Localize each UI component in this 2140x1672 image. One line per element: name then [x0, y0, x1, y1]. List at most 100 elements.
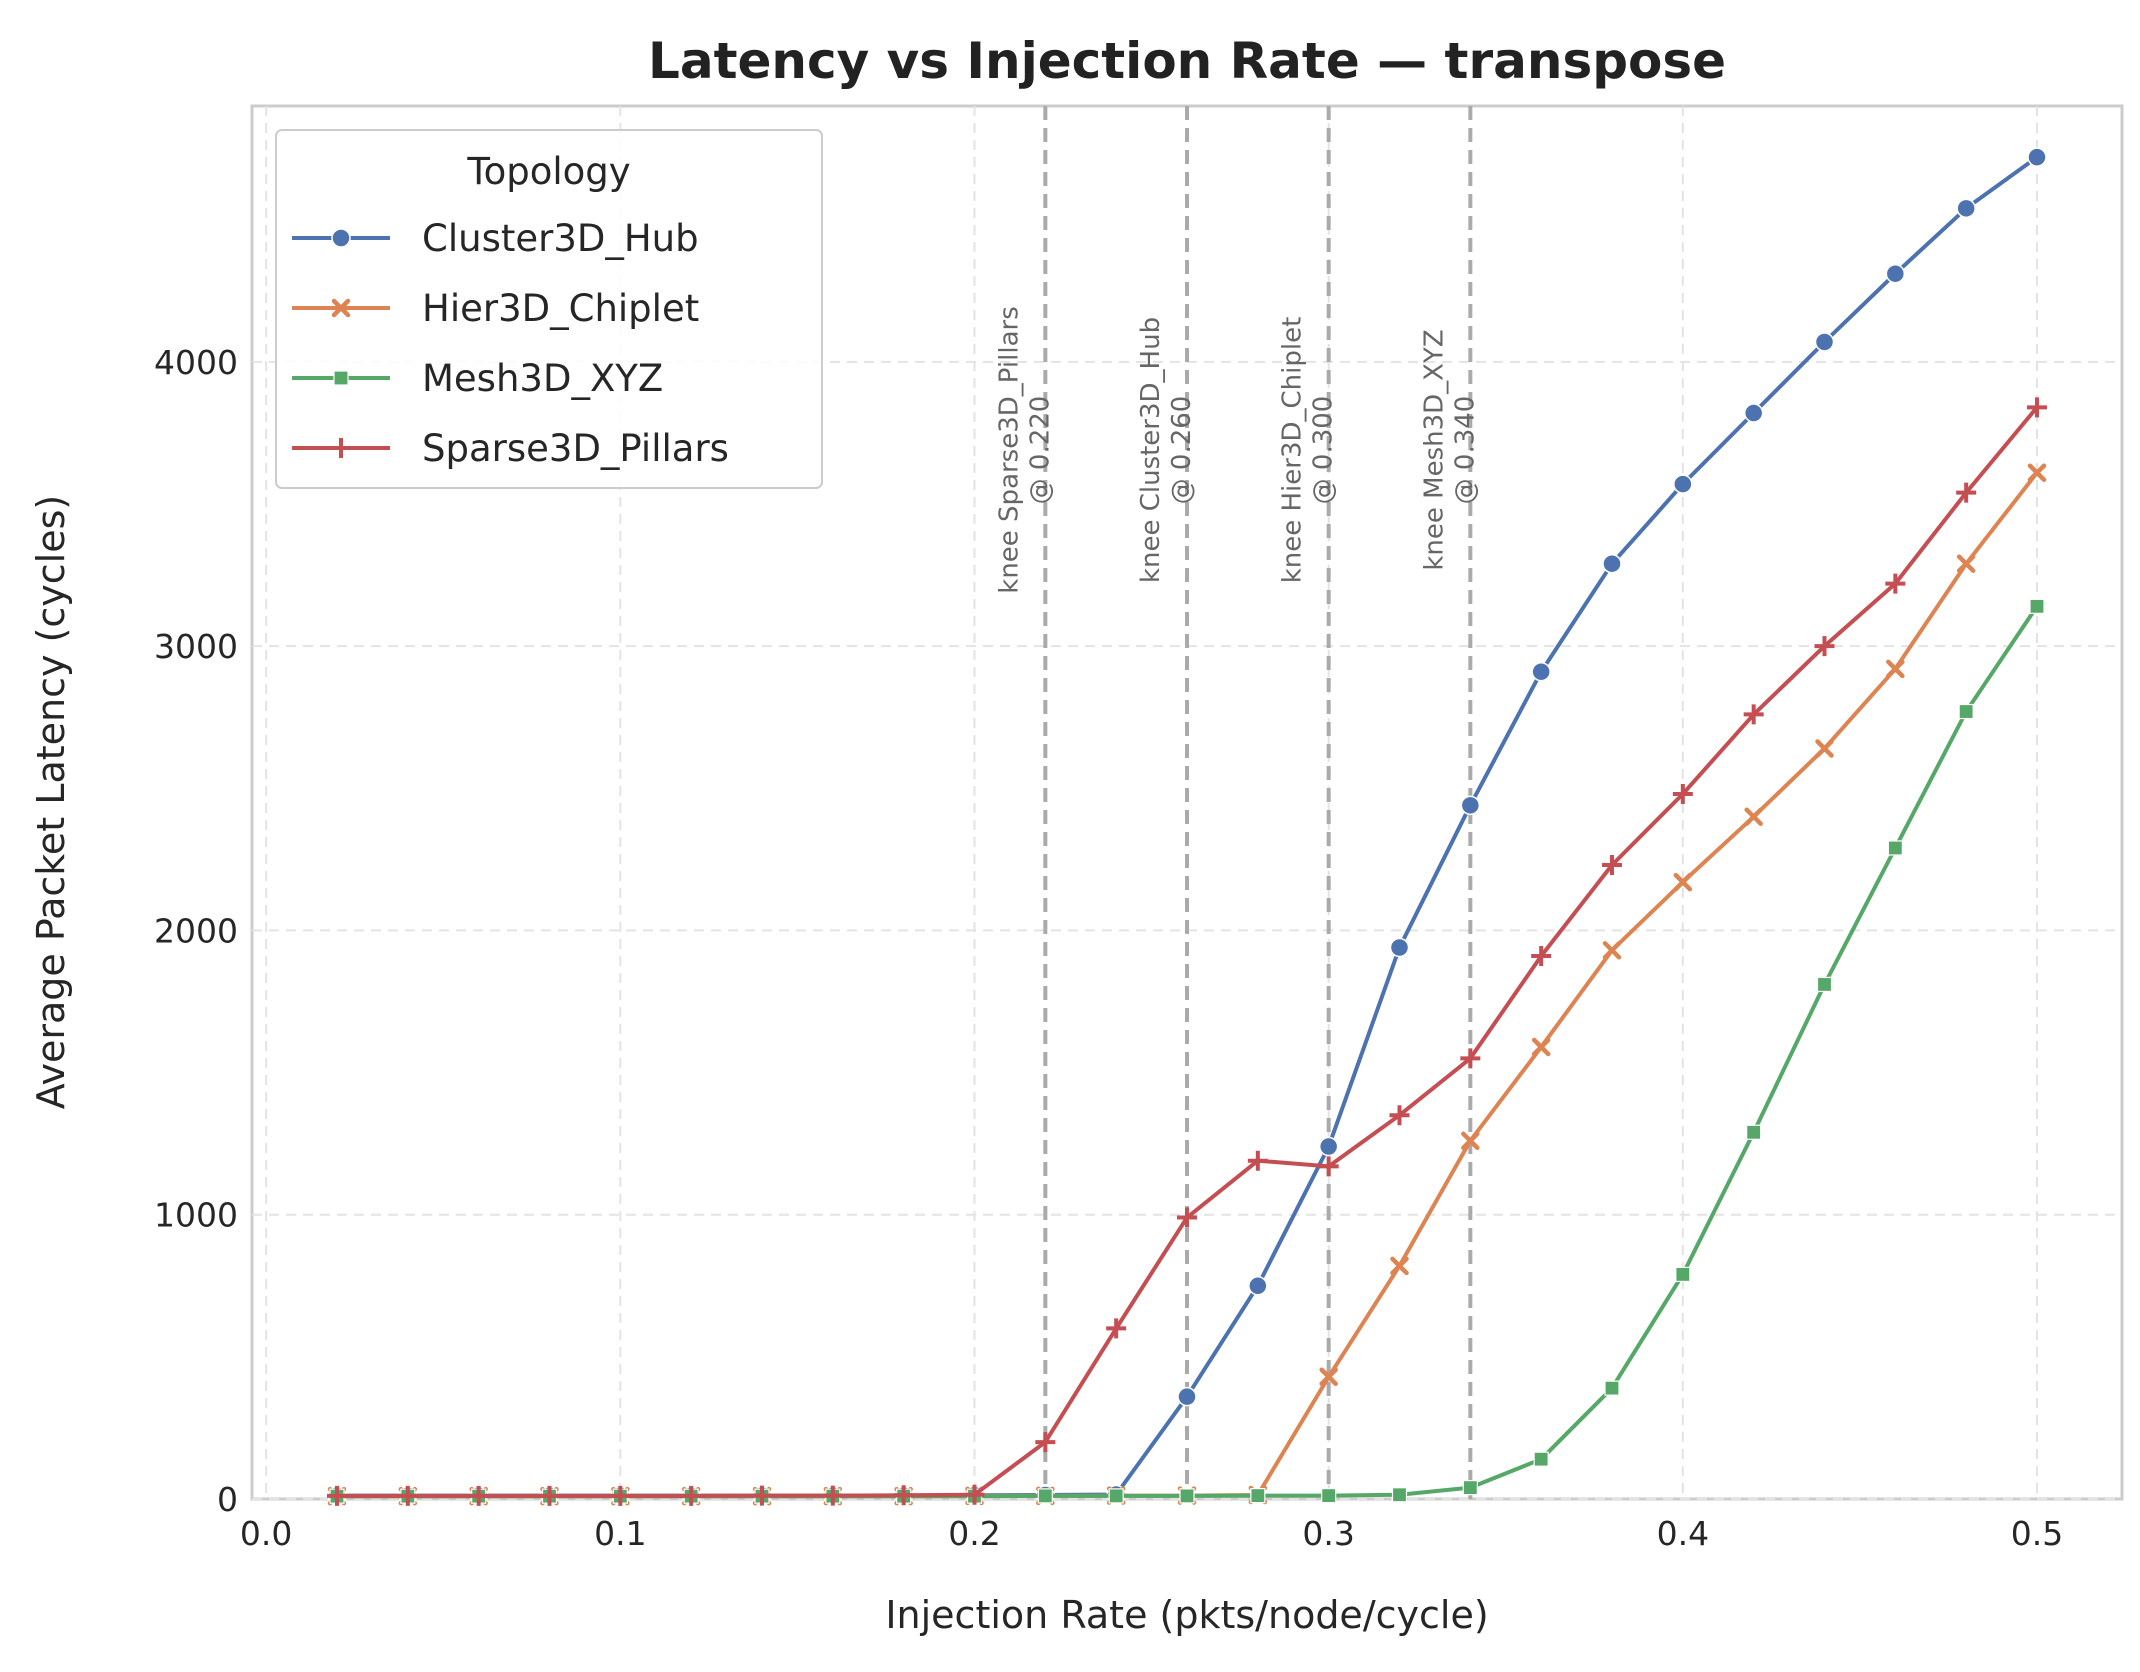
x-tick-label: 0.5 — [2011, 1514, 2063, 1553]
legend-label: Hier3D_Chiplet — [422, 287, 699, 330]
data-point — [1106, 1318, 1127, 1339]
data-point — [1602, 553, 1622, 574]
series-Sparse3D_Pillars — [327, 397, 2047, 1506]
data-point — [1179, 1488, 1195, 1504]
data-point — [397, 1485, 418, 1506]
x-tick-label: 0.3 — [1302, 1514, 1354, 1553]
data-point — [1177, 1386, 1197, 1407]
legend-swatch-marker — [333, 370, 349, 386]
data-point — [327, 1485, 347, 1506]
data-point — [2027, 397, 2047, 418]
data-point — [1390, 1256, 1409, 1276]
x-tick-label: 0.2 — [948, 1514, 1000, 1553]
data-point — [822, 1485, 843, 1506]
legend-label: Cluster3D_Hub — [422, 217, 699, 260]
legend-swatch-marker — [331, 298, 351, 318]
data-point — [1746, 1124, 1762, 1140]
data-point — [1956, 554, 1976, 573]
knee-annotation-line1: knee Hier3D_Chiplet — [1278, 317, 1308, 584]
data-point — [1602, 941, 1622, 960]
knee-annotation-line1: knee Mesh3D_XYZ — [1419, 329, 1449, 570]
legend-entries: Cluster3D_Hub Hier3D_Chiplet Mesh3D_XYZ Spa… — [292, 217, 729, 470]
data-point — [1743, 403, 1764, 423]
y-tick-label: 3000 — [154, 627, 238, 666]
data-point — [1531, 946, 1552, 967]
data-point — [1531, 1037, 1551, 1057]
chart-title: Latency vs Injection Rate — transpose — [648, 32, 1726, 90]
data-point — [1887, 840, 1903, 856]
data-point — [1885, 263, 1906, 284]
y-tick-label: 2000 — [154, 911, 238, 950]
x-axis-label: Injection Rate (pkts/node/cycle) — [885, 1593, 1488, 1637]
knee-annotation-line1: knee Cluster3D_Hub — [1136, 317, 1166, 583]
data-point — [1177, 1207, 1197, 1228]
data-point — [1389, 937, 1410, 958]
knee-annotation: knee Hier3D_Chiplet @ 0.300 — [1278, 317, 1339, 584]
data-point — [1602, 855, 1622, 876]
data-point — [2029, 598, 2045, 614]
data-point — [1037, 1488, 1053, 1504]
data-point — [2027, 463, 2047, 482]
data-point — [1814, 636, 1835, 657]
data-point — [1886, 659, 1905, 679]
data-point — [1321, 1487, 1337, 1504]
knee-annotation: knee Mesh3D_XYZ @ 0.340 — [1419, 329, 1480, 570]
x-tick-label: 0.4 — [1657, 1514, 1709, 1553]
legend-title: Topology — [466, 150, 630, 193]
data-point — [1604, 1380, 1620, 1396]
legend-box — [275, 129, 823, 489]
data-point — [1533, 1451, 1549, 1467]
data-point — [1462, 1480, 1478, 1496]
data-point — [964, 1484, 985, 1505]
data-point — [1248, 1276, 1268, 1296]
y-axis-ticks: 0 1000 2000 3000 4000 — [154, 343, 238, 1519]
data-point — [1743, 704, 1764, 725]
data-point — [1531, 661, 1551, 682]
data-point — [1885, 573, 1906, 594]
data-point — [893, 1485, 914, 1506]
series-layer — [327, 147, 2047, 1506]
data-point — [1958, 703, 1974, 720]
knee-annotation: knee Cluster3D_Hub @ 0.260 — [1136, 317, 1197, 583]
y-tick-label: 4000 — [154, 343, 238, 382]
data-point — [1814, 332, 1835, 352]
data-point — [1389, 1105, 1410, 1126]
data-point — [1744, 807, 1763, 826]
data-point — [1318, 1136, 1339, 1157]
data-point — [2027, 147, 2047, 167]
x-tick-label: 0.1 — [594, 1514, 646, 1553]
y-tick-label: 1000 — [154, 1196, 238, 1235]
y-tick-label: 0 — [217, 1480, 238, 1519]
data-point — [1816, 976, 1833, 993]
legend-entry: Sparse3D_Pillars — [292, 427, 729, 470]
data-point — [1247, 1150, 1268, 1171]
data-point — [1956, 198, 1976, 219]
legend-entry: Cluster3D_Hub — [292, 217, 699, 260]
data-point — [1672, 783, 1693, 804]
knee-annotation-line2: @ 0.220 — [1025, 396, 1055, 505]
data-point — [1675, 1266, 1691, 1283]
data-point — [1319, 1367, 1338, 1387]
data-point — [1035, 1432, 1056, 1453]
data-point — [1673, 474, 1693, 494]
data-point — [1956, 482, 1977, 503]
data-point — [1318, 1156, 1339, 1177]
legend-label: Sparse3D_Pillars — [422, 427, 729, 470]
legend-label: Mesh3D_XYZ — [422, 357, 663, 400]
data-point — [752, 1485, 772, 1506]
legend-entry: Mesh3D_XYZ — [292, 357, 663, 400]
legend-swatch-marker — [331, 438, 351, 458]
knee-annotation-line2: @ 0.260 — [1167, 396, 1197, 505]
legend-swatch-marker — [331, 228, 351, 248]
data-point — [539, 1485, 560, 1506]
data-point — [1391, 1487, 1408, 1503]
knee-annotation-line1: knee Sparse3D_Pillars — [994, 306, 1024, 593]
data-point — [1673, 872, 1693, 892]
y-axis-label: Average Packet Latency (cycles) — [29, 495, 73, 1109]
data-point — [1461, 1131, 1480, 1151]
data-point — [610, 1485, 631, 1506]
data-point — [681, 1485, 702, 1506]
knee-annotation: knee Sparse3D_Pillars @ 0.220 — [994, 306, 1055, 593]
data-point — [1460, 1048, 1481, 1069]
